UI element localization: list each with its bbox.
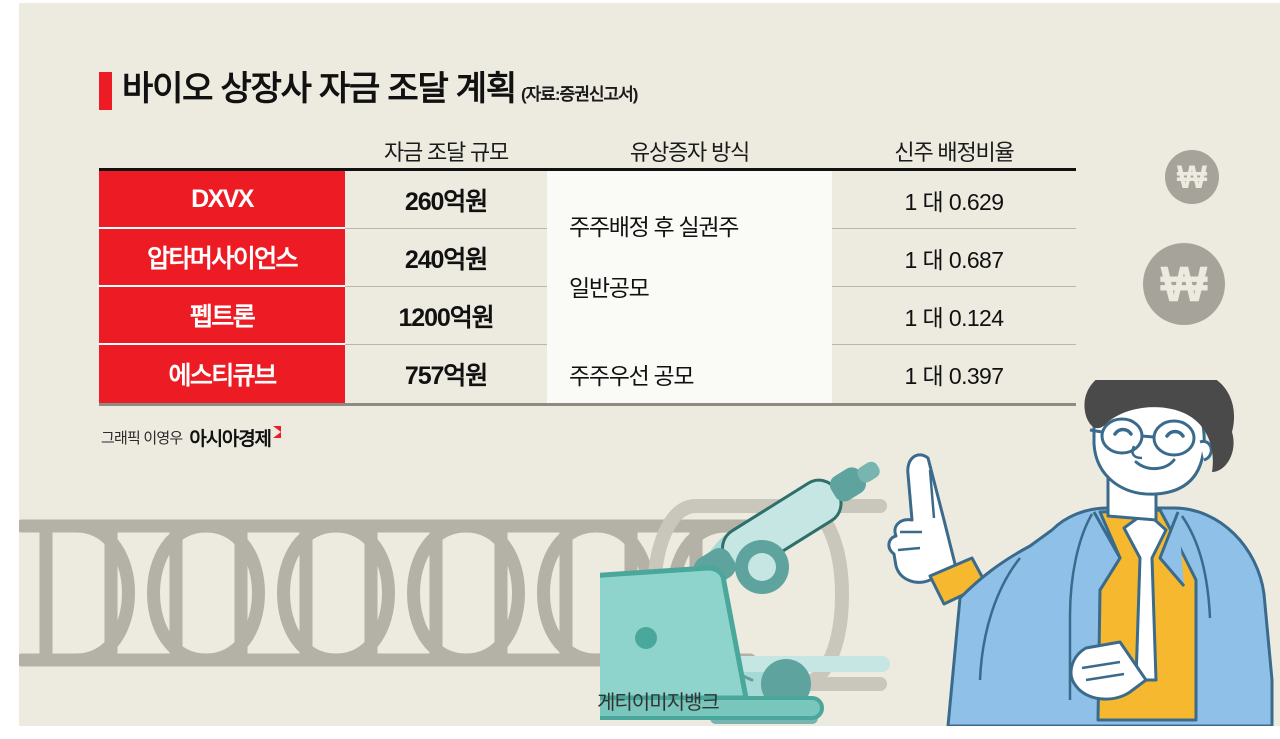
cell-ratio: 1 대 0.629 <box>832 171 1076 229</box>
hair <box>1084 380 1234 472</box>
cell-amount: 260억원 <box>345 171 547 229</box>
table-bottom-rule <box>99 403 1076 406</box>
page-edge-left <box>0 0 19 739</box>
credit-graphic-by: 그래픽 이영우 <box>101 430 183 447</box>
scientist-figure <box>887 380 1274 728</box>
photo-credit-caption: 게티이미지뱅크 <box>597 692 720 714</box>
won-symbol: ₩ <box>1160 256 1208 312</box>
cell-company: DXVX <box>99 171 345 229</box>
page-edge-bottom <box>0 726 1280 739</box>
cell-ratio: 1 대 0.124 <box>832 287 1076 345</box>
won-coin-icon: ₩ <box>1143 243 1225 325</box>
table-header-row: 자금 조달 규모 유상증자 방식 신주 배정비율 <box>99 132 1076 168</box>
credit-line: 그래픽 이영우 아시아경제 <box>101 424 281 451</box>
table-row: 에스티큐브 757억원 주주우선 공모 1 대 0.397 <box>99 345 1076 403</box>
cell-amount: 757억원 <box>345 345 547 403</box>
title-accent-bar <box>99 72 112 110</box>
merged-method-line1: 주주배정 후 실권주 <box>569 214 739 241</box>
table-body: 주주배정 후 실권주 일반공모 DXVX 260억원 1 대 0.629 압타머… <box>99 168 1076 403</box>
column-header-method: 유상증자 방식 <box>629 140 750 165</box>
scientist-illustration <box>600 380 1274 728</box>
cell-company: 펩트론 <box>99 287 345 345</box>
cell-amount: 240억원 <box>345 229 547 287</box>
laptop-icon <box>600 565 824 720</box>
won-symbol: ₩ <box>1176 159 1208 195</box>
cell-company: 압타머사이언스 <box>99 229 345 287</box>
glasses-icon <box>1089 417 1196 457</box>
title-text: 바이오 상장사 자금 조달 계획 <box>122 70 517 108</box>
column-header-amount: 자금 조달 규모 <box>383 140 509 165</box>
page-title: 바이오 상장사 자금 조달 계획 (자료:증권신고서) <box>99 70 638 110</box>
title-source-note: (자료:증권신고서) <box>520 85 638 104</box>
cell-ratio: 1 대 0.397 <box>832 345 1076 403</box>
cell-amount: 1200억원 <box>345 287 547 345</box>
pointing-hand <box>887 453 958 584</box>
funding-table: 자금 조달 규모 유상증자 방식 신주 배정비율 주주배정 후 실권주 일반공모… <box>99 132 1076 406</box>
column-header-ratio: 신주 배정비율 <box>894 140 1014 165</box>
credit-outlet: 아시아경제 <box>189 429 272 450</box>
outlet-logo-icon <box>272 426 281 438</box>
cell-company: 에스티큐브 <box>99 345 345 403</box>
merged-method-cell: 주주배정 후 실권주 일반공모 <box>547 171 832 345</box>
cell-method: 주주우선 공모 <box>547 345 832 403</box>
won-coin-icon: ₩ <box>1165 150 1219 204</box>
merged-method-line2: 일반공모 <box>569 275 650 302</box>
page-edge-top <box>0 0 1280 3</box>
cell-ratio: 1 대 0.687 <box>832 229 1076 287</box>
